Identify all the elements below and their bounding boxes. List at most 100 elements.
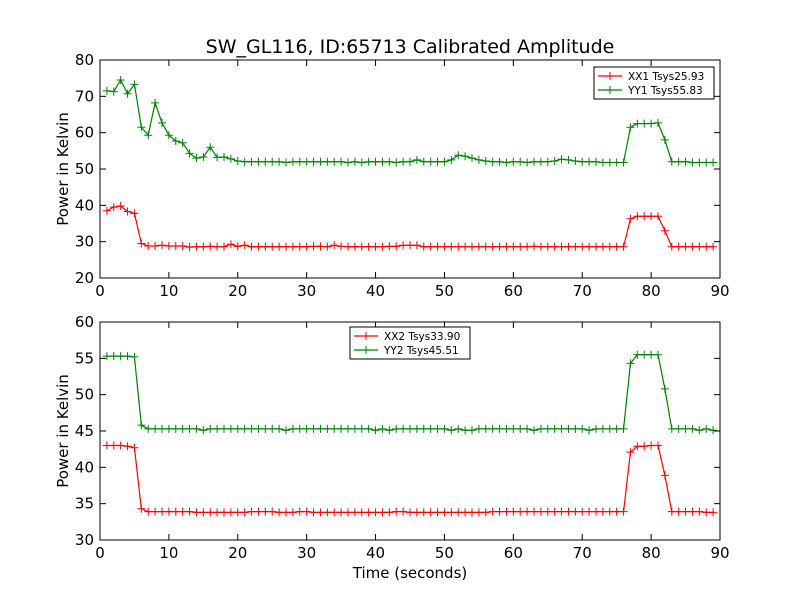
data-point [178, 242, 187, 251]
data-point [288, 157, 297, 166]
data-point [495, 157, 504, 166]
data-point [337, 508, 346, 517]
data-point [536, 157, 545, 166]
data-point [543, 157, 552, 166]
data-point [330, 157, 339, 166]
data-point [302, 242, 311, 251]
data-point [323, 157, 332, 166]
x-tick-label: 0 [95, 282, 105, 300]
data-point [695, 507, 704, 516]
data-point [206, 143, 215, 152]
data-point [536, 424, 545, 433]
data-point [261, 424, 270, 433]
data-point [233, 424, 242, 433]
data-point [481, 242, 490, 251]
data-point [268, 507, 277, 516]
data-point [578, 242, 587, 251]
data-point [626, 214, 635, 223]
data-point [543, 424, 552, 433]
y-tick-label: 60 [75, 313, 94, 331]
y-tick-label: 40 [75, 196, 94, 214]
data-point [509, 424, 518, 433]
legend: XX2 Tsys33.90 YY2 Tsys45.51 [349, 326, 471, 360]
data-point [192, 424, 201, 433]
data-point [557, 242, 566, 251]
data-point [392, 424, 401, 433]
data-point [309, 424, 318, 433]
data-point [626, 123, 635, 132]
subplot-2: 0 10 20 30 40 50 60 70 80 90 30 35 40 45 50 55 60 Power i… [54, 313, 730, 562]
data-point [502, 507, 511, 516]
y-tick-label: 45 [75, 422, 94, 440]
y-tick-label: 60 [75, 124, 94, 142]
data-point [316, 508, 325, 517]
data-point [385, 508, 394, 517]
data-point [674, 507, 683, 516]
data-point [619, 507, 628, 516]
data-point [468, 508, 476, 517]
plots: 0 10 20 30 40 50 60 70 80 90 20 30 40 50 60 70 80 Power i… [54, 51, 730, 562]
data-point [509, 157, 518, 166]
data-point [344, 242, 352, 251]
data-point [364, 424, 373, 433]
data-point [640, 212, 649, 221]
data-point [247, 242, 256, 251]
data-point [171, 137, 180, 146]
data-point [592, 507, 600, 516]
x-tick-label: 30 [297, 544, 316, 562]
data-point [564, 507, 573, 516]
data-point [426, 242, 435, 251]
data-point [213, 153, 222, 162]
data-point [633, 212, 642, 221]
data-point [709, 242, 718, 251]
data-point [116, 441, 125, 450]
data-point [633, 119, 642, 128]
data-point [612, 424, 621, 433]
y-tick-label: 20 [75, 269, 94, 287]
data-point [261, 242, 270, 251]
data-point [564, 242, 573, 251]
data-point [323, 424, 332, 433]
data-point [419, 508, 428, 517]
data-point [702, 158, 711, 167]
data-point [681, 424, 690, 433]
data-point [516, 424, 525, 433]
data-point [385, 157, 394, 166]
data-point [647, 441, 656, 450]
data-point [220, 424, 228, 433]
data-point [123, 89, 132, 98]
data-point [647, 212, 656, 221]
data-point [116, 202, 125, 211]
data-point [213, 242, 222, 251]
data-point [344, 424, 352, 433]
data-point [144, 424, 153, 433]
data-point [564, 424, 573, 433]
data-point [213, 508, 222, 517]
data-point [468, 154, 476, 163]
data-point [337, 242, 346, 251]
data-point [598, 507, 607, 516]
data-point [695, 158, 704, 167]
data-point [681, 507, 690, 516]
data-point [240, 157, 249, 166]
data-point [667, 424, 676, 433]
x-axis-label: Time (seconds) [352, 564, 468, 582]
x-tick-label: 70 [573, 282, 592, 300]
data-point [412, 424, 421, 433]
data-point [426, 157, 435, 166]
data-point [309, 242, 318, 251]
series-1-2 [102, 75, 718, 167]
data-point [164, 507, 173, 516]
data-point [688, 424, 697, 433]
data-point [619, 242, 628, 251]
data-point [626, 448, 635, 457]
data-point [502, 424, 511, 433]
data-point [557, 507, 566, 516]
data-point [412, 241, 421, 250]
data-point [660, 226, 669, 235]
data-point [412, 155, 421, 164]
data-point [199, 153, 208, 162]
data-point [495, 242, 504, 251]
data-point [709, 508, 718, 517]
